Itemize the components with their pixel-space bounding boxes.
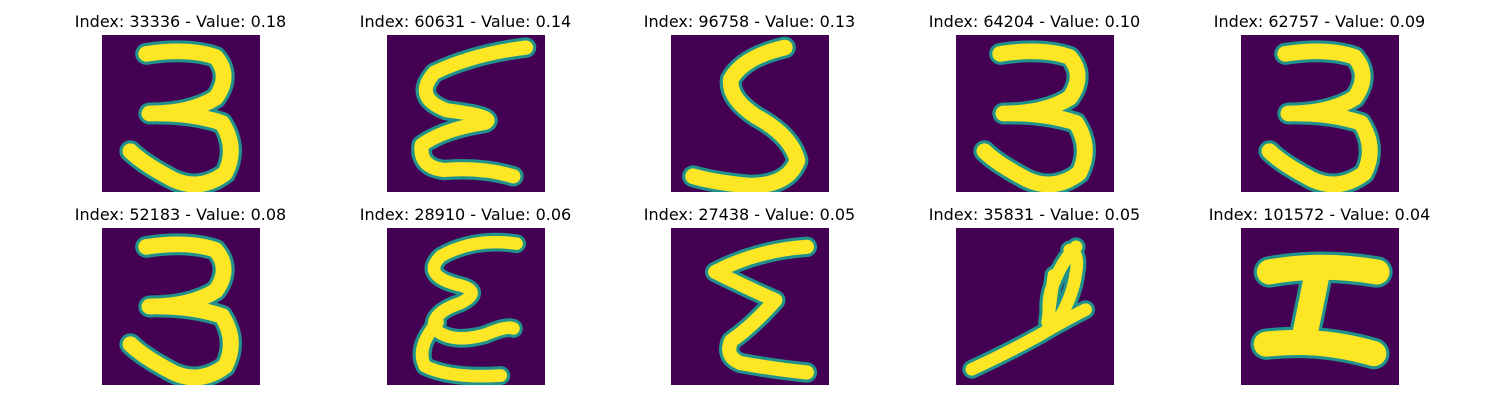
panel-title: Index: 64204 - Value: 0.10 xyxy=(928,12,1141,31)
digit-image xyxy=(387,228,545,385)
stroke-core xyxy=(965,303,1092,376)
image-panel: Index: 52183 - Value: 0.08 xyxy=(38,193,323,385)
stroke-core xyxy=(427,235,523,345)
image-panel: Index: 27438 - Value: 0.05 xyxy=(607,193,892,385)
digit-image xyxy=(671,35,829,192)
stroke-core xyxy=(414,40,534,184)
panel-title: Index: 60631 - Value: 0.14 xyxy=(359,12,572,31)
image-panel: Index: 96758 - Value: 0.13 xyxy=(607,0,892,192)
image-panel: Index: 64204 - Value: 0.10 xyxy=(892,0,1177,192)
stroke-core xyxy=(1041,268,1061,329)
stroke-core xyxy=(685,39,806,192)
image-panel: Index: 33336 - Value: 0.18 xyxy=(38,0,323,192)
panel-title: Index: 52183 - Value: 0.08 xyxy=(74,205,287,224)
digit-image xyxy=(956,228,1114,385)
panel-title: Index: 96758 - Value: 0.13 xyxy=(643,12,856,31)
stroke-core xyxy=(708,239,814,380)
image-panel: Index: 62757 - Value: 0.09 xyxy=(1177,0,1462,192)
stroke-core xyxy=(1291,262,1330,351)
stroke-core xyxy=(122,236,239,385)
digit-image xyxy=(387,35,545,192)
digit-image xyxy=(1241,228,1399,385)
digit-image xyxy=(102,35,260,192)
stroke-core xyxy=(1261,43,1378,192)
digit-image xyxy=(1241,35,1399,192)
image-panel: Index: 35831 - Value: 0.05 xyxy=(892,193,1177,385)
stroke-core xyxy=(122,43,239,192)
panel-title: Index: 35831 - Value: 0.05 xyxy=(928,205,1141,224)
digit-image xyxy=(956,35,1114,192)
stroke-core xyxy=(976,43,1093,192)
image-panel: Index: 101572 - Value: 0.04 xyxy=(1177,193,1462,385)
panel-title: Index: 101572 - Value: 0.04 xyxy=(1208,205,1431,224)
panel-title: Index: 28910 - Value: 0.06 xyxy=(359,205,572,224)
stroke-core xyxy=(1253,329,1387,367)
image-panel: Index: 60631 - Value: 0.14 xyxy=(323,0,608,192)
image-panel: Index: 28910 - Value: 0.06 xyxy=(323,193,608,385)
panel-title: Index: 62757 - Value: 0.09 xyxy=(1213,12,1426,31)
stroke-core xyxy=(415,315,508,383)
panel-title: Index: 33336 - Value: 0.18 xyxy=(74,12,287,31)
digit-image xyxy=(671,228,829,385)
digit-image xyxy=(102,228,260,385)
panel-title: Index: 27438 - Value: 0.05 xyxy=(643,205,856,224)
